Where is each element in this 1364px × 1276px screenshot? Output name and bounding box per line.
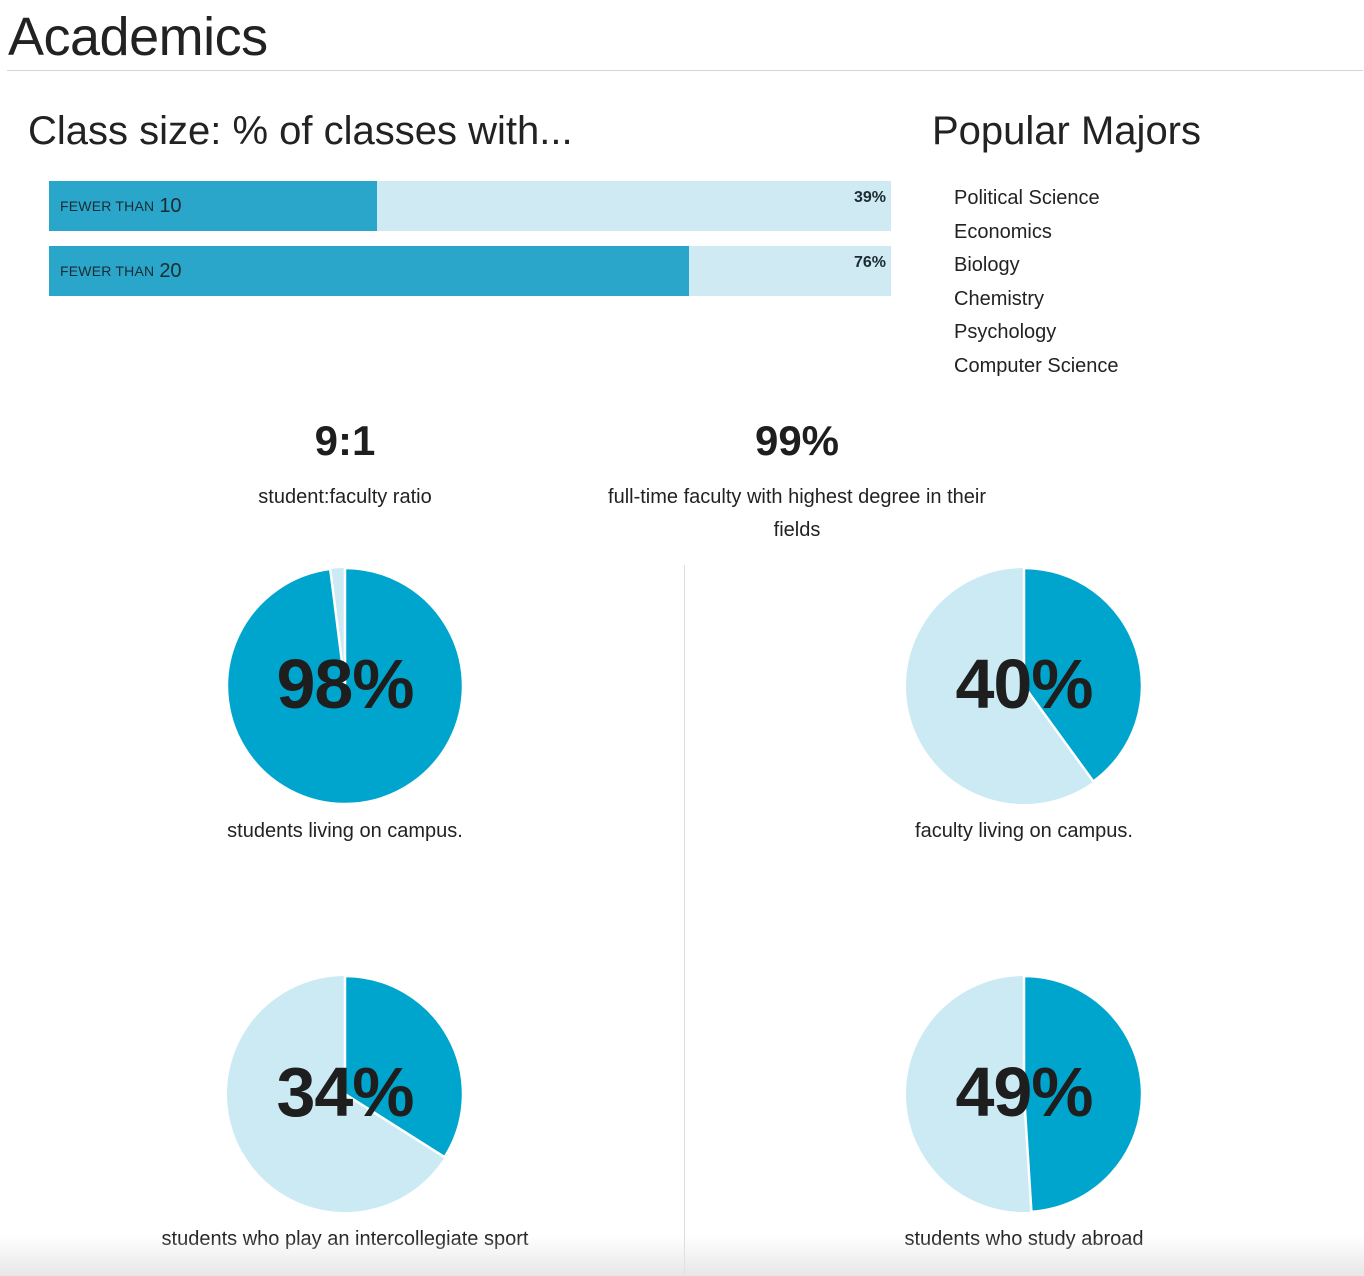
stat-label: student:faculty ratio bbox=[258, 486, 432, 508]
pie-value-slice bbox=[1022, 974, 1144, 1214]
pie-caption: students living on campus. bbox=[227, 820, 463, 842]
class-size-bar-label: FEWER THAN 10 bbox=[60, 181, 182, 231]
major-item: Chemistry bbox=[954, 287, 1045, 310]
pie-chart bbox=[906, 974, 1144, 1214]
pie-caption: students who study abroad bbox=[904, 1228, 1144, 1250]
class-size-bar-fill bbox=[49, 181, 378, 231]
class-size-bar-fewer-than-10: FEWER THAN 10 39% bbox=[49, 181, 891, 231]
major-item: Biology bbox=[954, 254, 1020, 277]
class-size-bar-value: 39% bbox=[853, 189, 886, 206]
class-size-bar-value: 76% bbox=[853, 254, 886, 271]
class-size-bar-label: FEWER THAN 20 bbox=[60, 246, 182, 296]
stat-label: full-time faculty with highest degree in… bbox=[608, 486, 986, 541]
title-divider bbox=[7, 70, 1363, 71]
page-title: Academics bbox=[8, 7, 268, 67]
major-item: Psychology bbox=[954, 321, 1057, 344]
student-faculty-ratio-stat: 9:1 student:faculty ratio bbox=[195, 416, 495, 514]
pie-chart bbox=[225, 566, 465, 806]
popular-majors-list: Political Science Economics Biology Chem… bbox=[954, 182, 1119, 384]
column-divider bbox=[684, 565, 685, 1276]
major-item: Political Science bbox=[954, 187, 1100, 209]
pie-value-slice bbox=[1022, 566, 1144, 783]
pie-percentage: 49% bbox=[955, 1053, 1093, 1131]
major-item: Economics bbox=[954, 220, 1052, 243]
bar-label-prefix: FEWER THAN bbox=[60, 198, 155, 214]
pie-faculty-on-campus: 40% faculty living on campus. bbox=[744, 566, 1304, 866]
bar-label-prefix: FEWER THAN bbox=[60, 263, 155, 279]
pie-percentage: 40% bbox=[955, 645, 1093, 723]
pie-students-on-campus: 98% students living on campus. bbox=[65, 566, 625, 866]
stat-value: 9:1 bbox=[314, 417, 376, 464]
class-size-bar-fewer-than-20: FEWER THAN 20 76% bbox=[49, 246, 891, 296]
major-item: Computer Science bbox=[954, 354, 1119, 377]
popular-majors-heading: Popular Majors bbox=[932, 109, 1202, 153]
stat-value: 99% bbox=[754, 417, 840, 464]
pie-intercollegiate-sport: 34% students who play an intercollegiate… bbox=[65, 974, 625, 1274]
pie-caption: students who play an intercollegiate spo… bbox=[161, 1228, 529, 1250]
pie-value-slice bbox=[343, 974, 465, 1159]
pie-percentage: 98% bbox=[276, 645, 414, 723]
pie-chart bbox=[227, 974, 465, 1212]
bar-label-number: 20 bbox=[159, 259, 182, 282]
pie-chart bbox=[906, 566, 1144, 804]
pie-caption: faculty living on campus. bbox=[915, 820, 1133, 842]
pie-study-abroad: 49% students who study abroad bbox=[744, 974, 1304, 1274]
pie-value-slice bbox=[225, 566, 465, 806]
pie-percentage: 34% bbox=[276, 1053, 414, 1131]
class-size-bar-fill bbox=[49, 246, 689, 296]
faculty-degree-stat: 99% full-time faculty with highest degre… bbox=[588, 416, 1006, 547]
bar-label-number: 10 bbox=[159, 194, 182, 217]
class-size-heading: Class size: % of classes with... bbox=[28, 109, 573, 153]
